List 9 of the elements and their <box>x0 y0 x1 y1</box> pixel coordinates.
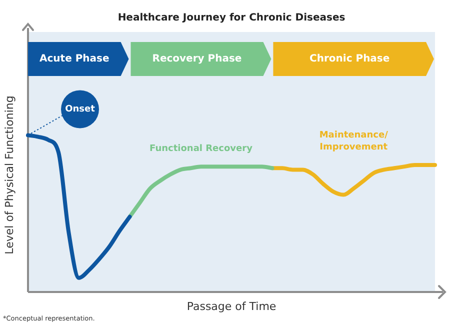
series-label: Functional Recovery <box>150 144 253 154</box>
series-label: Maintenance/ Improvement <box>319 130 389 152</box>
text: Recovery Phase <box>152 54 242 65</box>
text: Onset <box>65 104 96 115</box>
y-axis-title: Level of Physical Functioning <box>2 96 16 254</box>
text: Chronic Phase <box>310 54 390 65</box>
text: Acute Phase <box>39 54 110 65</box>
chart-title: Healthcare Journey for Chronic Diseases <box>118 12 346 24</box>
x-axis-title: Passage of Time <box>186 300 276 313</box>
